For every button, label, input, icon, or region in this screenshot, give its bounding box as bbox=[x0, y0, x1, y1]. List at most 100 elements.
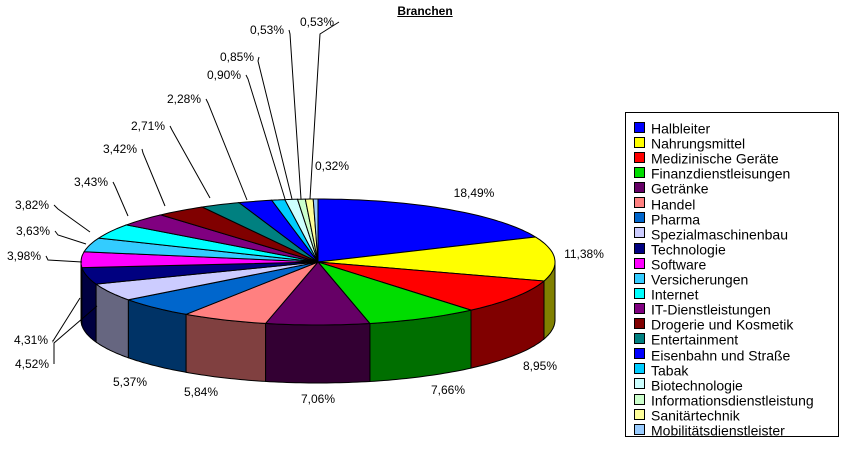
slice-entertainment bbox=[200, 202, 319, 263]
legend-swatch-versicherungen bbox=[634, 272, 645, 284]
legend-item-halbleiter: Halbleiter bbox=[634, 119, 711, 137]
slice-halbleiter bbox=[317, 198, 537, 263]
legend-label-medizinische-ger-te: Medizinische Geräte bbox=[651, 150, 779, 167]
legend-label-halbleiter: Halbleiter bbox=[651, 120, 711, 137]
slice-internet bbox=[97, 224, 319, 263]
legend-swatch-halbleiter bbox=[634, 121, 645, 133]
legend-swatch-pharma bbox=[634, 212, 645, 224]
data-label-versicherungen: 3,63% bbox=[16, 224, 50, 238]
slice-spezialmaschinenbau bbox=[94, 261, 319, 301]
leader-line-drogerie-und-kosmetik bbox=[141, 148, 166, 207]
legend-label-software: Software bbox=[651, 256, 707, 273]
legend-item-finanzdienstleisungen: Finanzdienstleisungen bbox=[634, 164, 791, 182]
legend-item-software: Software bbox=[634, 255, 707, 273]
data-label-medizinische-ger-te: 8,95% bbox=[523, 359, 557, 373]
legend-swatch-biotechnologie bbox=[634, 378, 645, 390]
chart-legend: Halbleiter Nahrungsmittel Medizinische Ger… bbox=[625, 112, 839, 439]
legend-swatch-it-dienstleistungen bbox=[634, 302, 645, 314]
legend-item-it-dienstleistungen: IT-Dienstleistungen bbox=[634, 300, 771, 318]
legend-item-internet: Internet bbox=[634, 285, 699, 303]
legend-label-nahrungsmittel: Nahrungsmittel bbox=[651, 135, 746, 152]
legend-item-entertainment: Entertainment bbox=[634, 330, 739, 348]
leader-line-sanit-rtechnik bbox=[309, 21, 340, 200]
legend-swatch-medizinische-ger-te bbox=[634, 151, 645, 163]
leader-line-it-dienstleistungen bbox=[112, 181, 129, 217]
data-label-finanzdienstleisungen: 7,66% bbox=[431, 383, 465, 397]
legend-item-technologie: Technologie bbox=[634, 240, 726, 257]
leader-line-spezialmaschinenbau bbox=[53, 305, 98, 364]
legend-label-spezialmaschinenbau: Spezialmaschinenbau bbox=[651, 225, 788, 242]
legend-swatch-software bbox=[634, 257, 645, 269]
legend-label-informationsdienstleistung: Informationsdienstleistung bbox=[651, 392, 814, 409]
legend-label-versicherungen: Versicherungen bbox=[651, 271, 749, 288]
data-label-getr-nke: 7,06% bbox=[301, 392, 335, 406]
chart-title: Branchen bbox=[397, 4, 453, 18]
legend-item-drogerie-und-kosmetik: Drogerie und Kosmetik bbox=[634, 315, 794, 333]
slice-medizinische-ger-te bbox=[317, 261, 546, 311]
slice-side-handel bbox=[185, 313, 267, 382]
data-label-halbleiter: 18,49% bbox=[454, 186, 495, 200]
legend-label-sanit-rtechnik: Sanitärtechnik bbox=[651, 407, 740, 424]
legend-swatch-sanit-rtechnik bbox=[634, 408, 645, 420]
legend-item-eisenbahn-und-stra-e: Eisenbahn und Straße bbox=[634, 346, 791, 363]
data-label-pharma: 5,37% bbox=[113, 375, 147, 389]
data-label-drogerie-und-kosmetik: 3,42% bbox=[103, 142, 137, 156]
leader-line-tabak bbox=[245, 74, 286, 200]
data-label-software: 3,98% bbox=[7, 249, 41, 263]
legend-label-getr-nke: Getränke bbox=[651, 180, 709, 197]
slice-mobilit-tsdienstleister bbox=[312, 198, 319, 263]
legend-swatch-technologie bbox=[634, 242, 645, 254]
legend-swatch-nahrungsmittel bbox=[634, 136, 645, 148]
data-label-sanit-rtechnik: 0,53% bbox=[300, 15, 334, 29]
legend-label-pharma: Pharma bbox=[651, 210, 701, 227]
legend-label-finanzdienstleisungen: Finanzdienstleisungen bbox=[651, 165, 791, 182]
data-label-internet: 3,82% bbox=[15, 198, 49, 212]
data-label-eisenbahn-und-stra-e: 2,28% bbox=[167, 92, 201, 106]
leader-line-software bbox=[45, 255, 83, 263]
data-label-it-dienstleistungen: 3,43% bbox=[74, 175, 108, 189]
data-label-handel: 5,84% bbox=[184, 385, 218, 399]
leader-line-informationsdienstleistung bbox=[288, 29, 302, 200]
legend-swatch-entertainment bbox=[634, 333, 645, 345]
leader-line-internet bbox=[53, 204, 91, 233]
legend-item-informationsdienstleistung: Informationsdienstleistung bbox=[634, 391, 814, 409]
legend-item-medizinische-ger-te: Medizinische Geräte bbox=[634, 149, 779, 167]
slice-nahrungsmittel bbox=[317, 236, 556, 282]
legend-label-entertainment: Entertainment bbox=[651, 331, 739, 348]
legend-label-drogerie-und-kosmetik: Drogerie und Kosmetik bbox=[651, 316, 794, 333]
data-label-mobilit-tsdienstleister: 0,32% bbox=[315, 159, 349, 173]
slice-handel bbox=[184, 261, 319, 324]
legend-swatch-mobilit-tsdienstleister bbox=[634, 423, 645, 435]
legend-swatch-handel bbox=[634, 197, 645, 209]
legend-item-spezialmaschinenbau: Spezialmaschinenbau bbox=[634, 225, 788, 242]
legend-item-sanit-rtechnik: Sanitärtechnik bbox=[634, 406, 740, 424]
leader-line-eisenbahn-und-stra-e bbox=[205, 98, 248, 201]
legend-label-it-dienstleistungen: IT-Dienstleistungen bbox=[651, 301, 771, 318]
slice-it-dienstleistungen bbox=[124, 214, 319, 263]
legend-item-getr-nke: Getränke bbox=[634, 179, 709, 197]
data-label-technologie: 4,31% bbox=[14, 333, 48, 347]
legend-label-eisenbahn-und-stra-e: Eisenbahn und Straße bbox=[651, 346, 791, 363]
legend-swatch-tabak bbox=[634, 363, 645, 375]
legend-swatch-internet bbox=[634, 287, 645, 299]
legend-item-pharma: Pharma bbox=[634, 210, 701, 227]
data-label-biotechnologie: 0,85% bbox=[220, 50, 254, 64]
legend-swatch-drogerie-und-kosmetik bbox=[634, 318, 645, 330]
legend-label-mobilit-tsdienstleister: Mobilitätsdienstleister bbox=[651, 422, 785, 439]
legend-swatch-getr-nke bbox=[634, 182, 645, 194]
leader-line-biotechnologie bbox=[257, 56, 293, 200]
legend-swatch-spezialmaschinenbau bbox=[634, 227, 645, 239]
legend-item-versicherungen: Versicherungen bbox=[634, 270, 749, 288]
legend-item-handel: Handel bbox=[634, 195, 696, 212]
slice-software bbox=[80, 251, 319, 269]
data-label-nahrungsmittel: 11,38% bbox=[564, 247, 604, 261]
slice-drogerie-und-kosmetik bbox=[158, 206, 319, 263]
leader-line-entertainment bbox=[169, 125, 211, 199]
legend-label-internet: Internet bbox=[651, 286, 699, 303]
leader-line-technologie bbox=[52, 297, 81, 343]
legend-item-nahrungsmittel: Nahrungsmittel bbox=[634, 134, 746, 152]
legend-label-handel: Handel bbox=[651, 195, 696, 212]
slice-pharma bbox=[126, 261, 319, 315]
slice-side-getr-nke bbox=[265, 322, 371, 384]
